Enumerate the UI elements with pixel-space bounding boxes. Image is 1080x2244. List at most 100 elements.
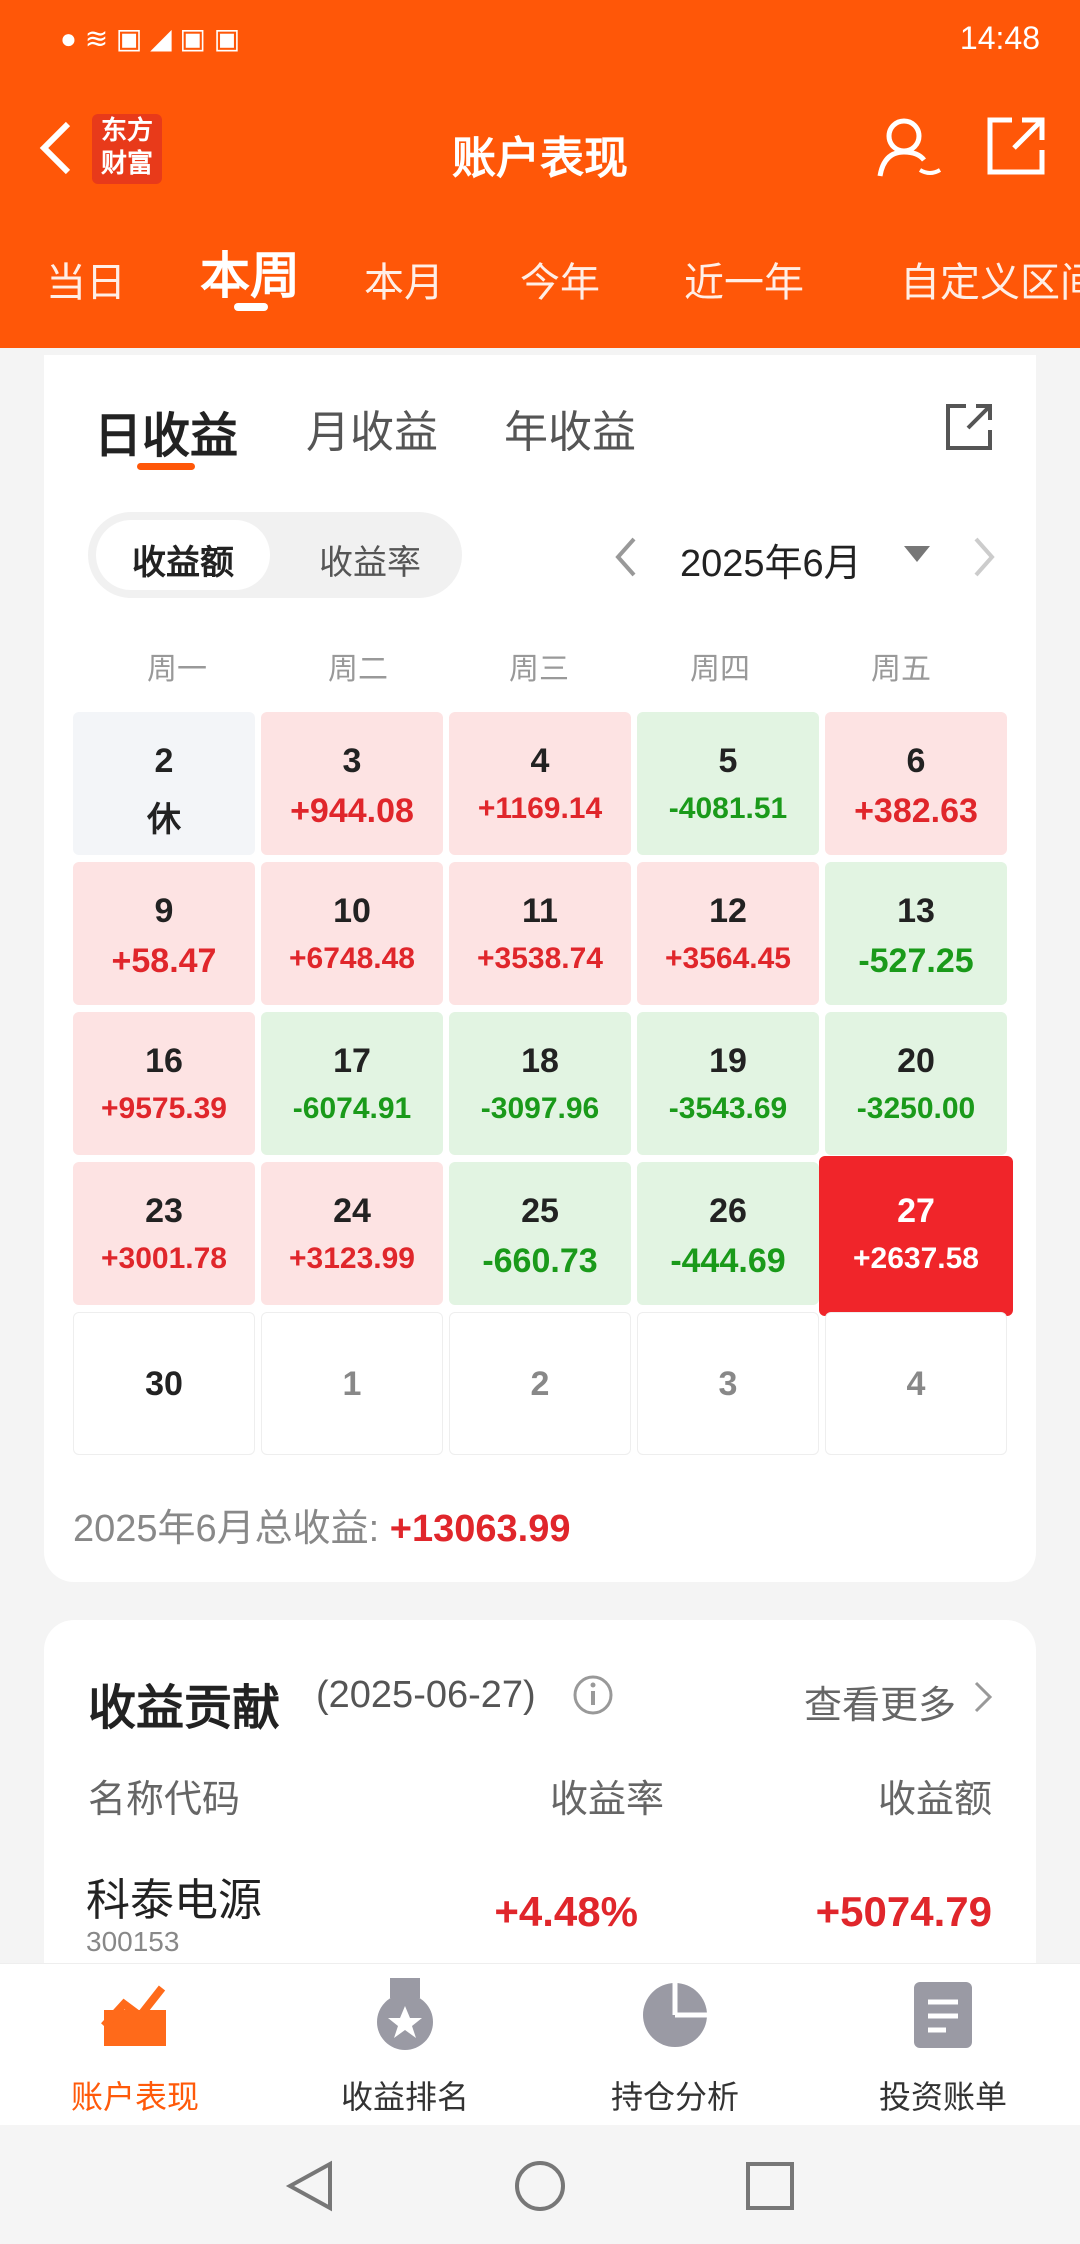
calendar-cell[interactable]: 6 +382.63: [825, 712, 1007, 855]
calendar-day: 9: [154, 892, 174, 930]
calendar-cell[interactable]: 4 +1169.14: [449, 712, 631, 855]
column-header: 名称代码: [88, 1779, 241, 1821]
calendar-value: +3538.74: [477, 942, 603, 975]
calendar-day: 1: [342, 1365, 362, 1403]
period-tab[interactable]: 日收益: [93, 410, 239, 463]
contribution-card: [44, 1620, 1036, 2020]
calendar-cell[interactable]: 18 -3097.96: [449, 1012, 631, 1155]
calendar-value: +3123.99: [289, 1242, 415, 1275]
calendar-value: +382.63: [854, 792, 978, 830]
calendar-cell[interactable]: 1: [261, 1312, 443, 1455]
month-dropdown[interactable]: [904, 546, 930, 564]
calendar-day: 4: [906, 1365, 926, 1403]
calendar-value: 休: [147, 801, 181, 839]
period-tab[interactable]: 月收益: [306, 408, 438, 457]
nav-label[interactable]: 持仓分析: [610, 2079, 740, 2115]
logo-text: 财富: [100, 148, 153, 178]
page-title: 账户表现: [452, 134, 628, 183]
back-button[interactable]: [36, 118, 76, 178]
calendar-day: 27: [897, 1192, 935, 1230]
calendar-value: +944.08: [290, 792, 414, 830]
tab[interactable]: 自定义区间: [900, 261, 1080, 305]
calendar-day: 20: [897, 1042, 935, 1080]
calendar-cell[interactable]: 20 -3250.00: [825, 1012, 1007, 1155]
calendar-value: +58.47: [111, 942, 217, 980]
calendar-day: 2: [530, 1365, 550, 1403]
calendar-value: +6748.48: [289, 942, 415, 975]
share-icon[interactable]: [984, 114, 1048, 178]
calendar-cell[interactable]: 2: [449, 1312, 631, 1455]
calendar-cell[interactable]: 19 -3543.69: [637, 1012, 819, 1155]
weekday: 周三: [509, 653, 569, 686]
calendar-cell[interactable]: 26 -444.69: [637, 1162, 819, 1305]
calendar-day: 26: [709, 1192, 747, 1230]
calendar-cell[interactable]: 13 -527.25: [825, 862, 1007, 1005]
account-icon[interactable]: [874, 112, 944, 182]
tab[interactable]: 本月: [364, 261, 444, 305]
stock-code: 300153: [86, 1926, 180, 1957]
calendar-cell[interactable]: 27 +2637.58: [819, 1156, 1013, 1316]
calendar-cell[interactable]: 4: [825, 1312, 1007, 1455]
calendar-cell[interactable]: 17 -6074.91: [261, 1012, 443, 1155]
toggle-option[interactable]: 收益率: [319, 544, 421, 582]
nav-label[interactable]: 投资账单: [878, 2079, 1008, 2115]
calendar-cell[interactable]: 30: [73, 1312, 255, 1455]
prev-month[interactable]: [612, 535, 642, 579]
header-bg: [0, 0, 1080, 348]
calendar-day: 5: [718, 742, 738, 780]
calendar-value: +9575.39: [101, 1092, 227, 1125]
toggle-option[interactable]: 收益额: [132, 544, 234, 582]
calendar-cell[interactable]: 10 +6748.48: [261, 862, 443, 1005]
system-buttons[interactable]: [280, 2158, 800, 2214]
nav-label[interactable]: 账户表现: [70, 2079, 200, 2115]
tab[interactable]: 当日: [46, 261, 126, 305]
calendar-value: -444.69: [670, 1242, 786, 1280]
status-icons: ● ≋ ▣ ◢ ▣ ▣: [60, 23, 241, 54]
month[interactable]: 2025年6月: [680, 543, 862, 585]
calendar-day: 24: [333, 1192, 371, 1230]
calendar-cell[interactable]: 12 +3564.45: [637, 862, 819, 1005]
calendar-day: 23: [145, 1192, 183, 1230]
tab[interactable]: 今年: [520, 261, 600, 305]
weekday: 周五: [871, 653, 931, 686]
calendar-value: -6074.91: [292, 1092, 412, 1125]
tab[interactable]: 近一年: [684, 261, 804, 305]
column-header: 收益率: [549, 1779, 664, 1821]
calendar-cell[interactable]: 9 +58.47: [73, 862, 255, 1005]
nav-icon[interactable]: [370, 1978, 440, 2052]
calendar-cell[interactable]: 16 +9575.39: [73, 1012, 255, 1155]
calendar-cell[interactable]: 3: [637, 1312, 819, 1455]
calendar-value: +1169.14: [477, 792, 603, 825]
calendar-value: -527.25: [858, 942, 974, 980]
tab[interactable]: 本周: [200, 248, 300, 304]
calendar-cell[interactable]: 24 +3123.99: [261, 1162, 443, 1305]
calendar-day: 13: [897, 892, 935, 930]
calendar-day: 2: [154, 742, 174, 780]
export-icon[interactable]: [944, 402, 994, 452]
calendar-day: 18: [521, 1042, 559, 1080]
period-tab[interactable]: 年收益: [504, 408, 636, 457]
tabs: 当日 本周 本月 今年 近一年 自定义区间: [0, 236, 1080, 316]
next-month[interactable]: [968, 535, 998, 579]
calendar-cell[interactable]: 5 -4081.51: [637, 712, 819, 855]
tab-underline: [234, 303, 268, 311]
weekday: 周一: [147, 653, 207, 686]
nav-icon[interactable]: [100, 1980, 170, 2050]
calendar-cell[interactable]: 25 -660.73: [449, 1162, 631, 1305]
nav-icon[interactable]: [640, 1980, 710, 2050]
contribution-date: (2025-06-27): [316, 1674, 536, 1716]
calendar-cell[interactable]: 11 +3538.74: [449, 862, 631, 1005]
nav-label[interactable]: 收益排名: [340, 2079, 470, 2115]
calendar-cell[interactable]: 3 +944.08: [261, 712, 443, 855]
total-value: +13063.99: [389, 1508, 571, 1550]
calendar-cell[interactable]: 23 +3001.78: [73, 1162, 255, 1305]
info-icon[interactable]: [572, 1674, 614, 1716]
total: 2025年6月总收益: +13063.99: [73, 1497, 570, 1552]
toggle-active[interactable]: [96, 520, 270, 590]
view-more[interactable]: 查看更多: [803, 1685, 956, 1727]
calendar-day: 19: [709, 1042, 747, 1080]
stock-name[interactable]: 科泰电源: [86, 1876, 262, 1925]
nav-icon[interactable]: [912, 1980, 974, 2050]
